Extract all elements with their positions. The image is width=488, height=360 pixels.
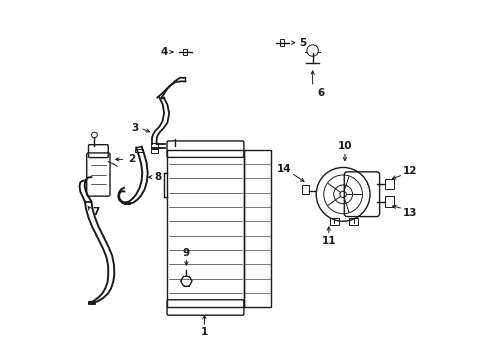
Text: 14: 14 <box>276 163 291 174</box>
Text: 2: 2 <box>128 154 135 165</box>
Text: 11: 11 <box>321 236 335 246</box>
Bar <box>135 149 142 152</box>
Text: 12: 12 <box>402 166 417 176</box>
Text: 6: 6 <box>316 88 324 98</box>
Text: 8: 8 <box>154 172 161 182</box>
Text: 9: 9 <box>183 248 189 258</box>
Bar <box>88 301 95 304</box>
Bar <box>329 218 338 225</box>
Text: 7: 7 <box>92 207 99 217</box>
Bar <box>384 179 393 189</box>
Bar <box>183 49 187 55</box>
Text: 13: 13 <box>402 208 416 218</box>
Text: 4: 4 <box>161 47 168 57</box>
Bar <box>301 185 308 194</box>
Bar <box>124 202 130 204</box>
Bar <box>150 149 158 153</box>
Bar <box>384 197 393 207</box>
Text: 1: 1 <box>201 327 207 337</box>
Bar <box>280 40 284 46</box>
Bar <box>243 149 270 307</box>
Bar <box>167 149 243 307</box>
Text: 10: 10 <box>337 141 351 151</box>
Bar <box>150 143 158 148</box>
Text: 5: 5 <box>299 38 306 48</box>
Text: 3: 3 <box>131 123 139 133</box>
Bar <box>349 218 358 225</box>
